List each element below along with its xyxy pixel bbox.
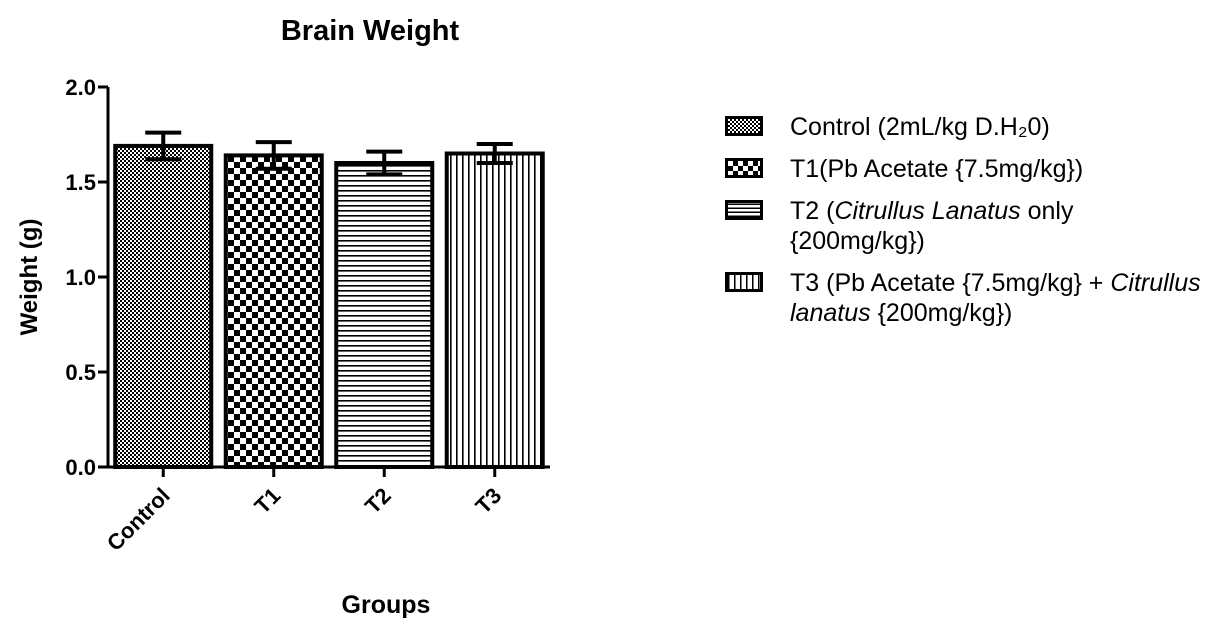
x-tick-label-t3: T3 [470, 483, 506, 519]
x-tick-label-control: Control [102, 483, 175, 556]
legend-swatch-t1 [725, 158, 763, 178]
legend-label-t2-italic: Citrullus Lanatus [834, 197, 1021, 225]
bar-t2 [334, 161, 435, 469]
y-tick-label: 0.0 [65, 455, 96, 480]
x-axis-label: Groups [342, 591, 431, 619]
bar-t1 [223, 153, 324, 469]
y-tick-label: 2.0 [65, 75, 96, 100]
legend-label-t3-a: T3 (Pb Acetate {7.5mg/kg} + [790, 269, 1111, 297]
x-tick-label-t2: T2 [360, 483, 396, 519]
legend-item-t3: T3 (Pb Acetate {7.5mg/kg} + Citrullus la… [725, 268, 1205, 328]
legend-swatch-t3 [725, 272, 763, 292]
y-tick-label: 1.5 [65, 170, 96, 195]
bar-control [113, 143, 214, 469]
legend-item-t2: T2 (Citrullus Lanatus only {200mg/kg}) [725, 196, 1205, 256]
legend-label-t3-b: {200mg/kg}) [870, 299, 1013, 327]
legend-label-t2-a: T2 ( [790, 197, 835, 225]
legend-item-control: Control (2mL/kg D.H₂0) [725, 112, 1205, 142]
x-tick-label-t1: T1 [249, 483, 285, 519]
legend-label-t2-b: only {200mg/kg}) [790, 197, 1074, 255]
chart-title: Brain Weight [281, 15, 460, 47]
bar-t3 [444, 151, 545, 469]
y-tick-label: 1.0 [65, 265, 96, 290]
y-axis-label: Weight (g) [16, 219, 43, 336]
legend-label-t1: T1(Pb Acetate {7.5mg/kg}) [790, 155, 1084, 183]
legend-label-t3-italic: Citrullus lanatus [790, 269, 1201, 327]
legend-item-t1: T1(Pb Acetate {7.5mg/kg}) [725, 154, 1205, 184]
legend: Control (2mL/kg D.H₂0) T1(Pb Acetate {7.… [725, 112, 1205, 340]
legend-swatch-t2 [725, 200, 763, 220]
legend-label-control: Control (2mL/kg D.H₂0) [790, 113, 1050, 141]
legend-swatch-control [725, 116, 763, 136]
y-tick-label: 0.5 [65, 360, 96, 385]
